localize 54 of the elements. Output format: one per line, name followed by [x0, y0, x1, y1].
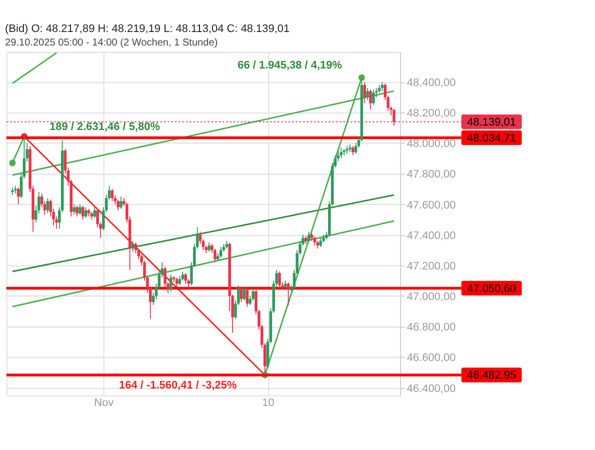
- candlestick: [178, 276, 182, 286]
- candlestick: [170, 274, 172, 292]
- candlestick: [78, 204, 82, 216]
- candlestick: [319, 237, 322, 248]
- candlestick: [219, 246, 222, 258]
- ref-line-label: 48.139,01: [467, 116, 516, 128]
- candlestick: [369, 89, 372, 110]
- y-tick-label: 48.400,00: [406, 76, 456, 89]
- x-tick-label: Nov: [94, 396, 114, 409]
- y-tick-label: 46.600,00: [406, 352, 456, 364]
- candlestick: [46, 198, 50, 214]
- candlestick: [366, 88, 369, 101]
- candlestick: [76, 205, 78, 217]
- y-tick-label: 46.800,00: [406, 322, 456, 334]
- candlestick: [372, 89, 375, 106]
- candlestick: [313, 236, 316, 246]
- ref-line-label: 47.050,60: [467, 282, 516, 295]
- annotation: 164 / -1.560,41 / -3,25%: [119, 380, 237, 392]
- y-tick-label: 47.400,00: [406, 230, 456, 242]
- chart-title: (Bid) O: 48.217,89 H: 48.219,19 L: 48.113,04 C: 48.139,01: [5, 22, 290, 35]
- ref-line-label: 48.034,71: [467, 132, 516, 144]
- y-tick-label: 48.200,00: [406, 108, 456, 120]
- y-tick-label: 47.800,00: [406, 168, 456, 181]
- candlestick: [286, 282, 290, 306]
- candlestick: [278, 271, 281, 289]
- candlestick: [84, 206, 88, 218]
- candlestick: [307, 231, 310, 243]
- candlestick: [181, 271, 184, 282]
- candlestick: [214, 248, 216, 263]
- candlestick: [82, 205, 84, 220]
- candlestick: [340, 147, 343, 159]
- chart-subtitle: 29.10.2025 05:00 - 14:00 (2 Wochen, 1 Stunde): [5, 38, 218, 49]
- candlestick: [184, 272, 187, 284]
- y-tick-label: 48.000,00: [406, 138, 456, 150]
- y-tick-label: 47.200,00: [406, 260, 456, 272]
- candlestick: [363, 81, 366, 104]
- candlestick: [352, 146, 354, 156]
- candlestick: [175, 277, 178, 288]
- y-tick-label: 47.600,00: [406, 199, 456, 212]
- x-tick-label: 10: [262, 396, 274, 409]
- y-tick-label: 46.400,00: [406, 382, 456, 395]
- candlestick: [116, 199, 120, 211]
- y-tick-label: 47.000,00: [406, 291, 456, 304]
- annotation: 189 / 2.631,46 / 5,80%: [50, 121, 160, 133]
- candlestick: [93, 206, 96, 218]
- candlestick: [131, 240, 134, 252]
- candlestick: [72, 204, 76, 216]
- annotation: 66 / 1.945,38 / 4,19%: [238, 60, 342, 72]
- candlestick: [342, 148, 346, 156]
- candlestick: [252, 288, 254, 301]
- point: [9, 160, 16, 166]
- ref-line-label: 46.482,95: [467, 370, 516, 382]
- candlestick: [208, 242, 210, 252]
- candlestick: [120, 196, 122, 210]
